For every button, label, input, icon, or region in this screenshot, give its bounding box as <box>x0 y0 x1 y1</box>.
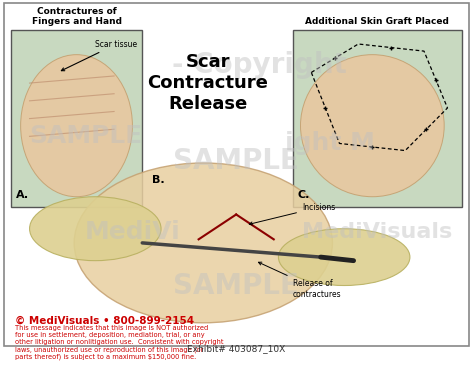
Text: ight M: ight M <box>285 131 375 155</box>
Bar <box>11 30 142 208</box>
Ellipse shape <box>21 55 132 197</box>
Text: Scar
Contracture
Release: Scar Contracture Release <box>147 53 268 113</box>
Text: SAMPLE: SAMPLE <box>173 147 299 175</box>
Text: Contractures of
Fingers and Hand: Contractures of Fingers and Hand <box>31 7 121 26</box>
Text: SAMPLE: SAMPLE <box>173 272 299 300</box>
Ellipse shape <box>278 229 410 286</box>
Text: Scar tissue: Scar tissue <box>61 39 137 71</box>
Text: Exhibit# 403087_10X: Exhibit# 403087_10X <box>187 344 285 353</box>
Ellipse shape <box>29 197 161 261</box>
Text: B.: B. <box>152 174 164 184</box>
Ellipse shape <box>74 163 332 323</box>
Ellipse shape <box>301 55 444 197</box>
Text: C.: C. <box>297 190 310 200</box>
Text: - Copyright: - Copyright <box>172 51 347 79</box>
Text: This message indicates that this image is NOT authorized
for use in settlement, : This message indicates that this image i… <box>16 325 224 360</box>
Text: Incisions: Incisions <box>249 203 335 225</box>
Text: A.: A. <box>16 190 28 200</box>
Text: SAMPLE: SAMPLE <box>29 124 143 148</box>
Text: MediVi: MediVi <box>85 220 181 244</box>
Bar <box>292 30 462 208</box>
Text: Additional Skin Graft Placed: Additional Skin Graft Placed <box>305 17 449 26</box>
Text: © MediVisuals • 800-899-2154: © MediVisuals • 800-899-2154 <box>16 316 195 326</box>
Text: Release of
contractures: Release of contractures <box>258 262 341 299</box>
Text: MediVisuals: MediVisuals <box>302 222 452 242</box>
